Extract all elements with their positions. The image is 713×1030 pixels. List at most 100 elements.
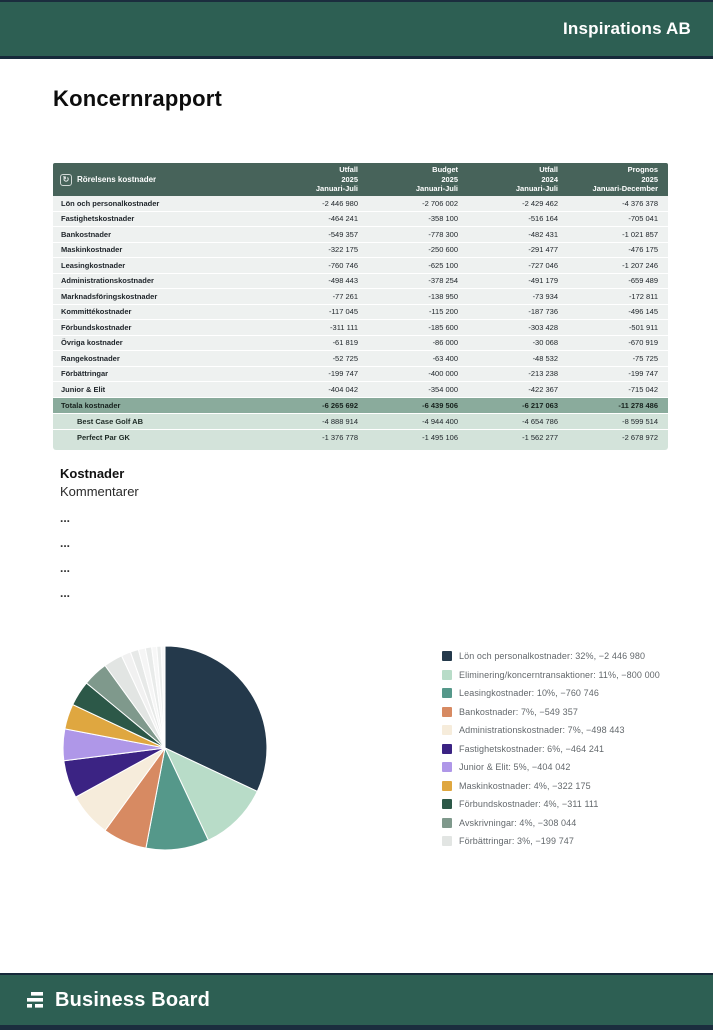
row-label: Förbättringar	[61, 369, 109, 379]
row-value: -115 200	[428, 307, 458, 317]
pie-slice	[164, 645, 268, 793]
table-row: Leasingkostnader -760 746 -625 100 -727 046…	[53, 258, 668, 274]
table-title: Rörelsens kostnader	[77, 175, 157, 184]
legend-item: Förbättringar: 3%, −199 747	[442, 836, 660, 846]
table-row: Kommittékostnader -117 045 -115 200 -187 73…	[53, 304, 668, 320]
table-header: ↻ Rörelsens kostnader Utfall 2025 Januari-…	[53, 163, 668, 196]
table-row: Övriga kostnader -61 819 -86 000 -30 068 -67…	[53, 335, 668, 351]
row-value: -6 439 506	[422, 400, 458, 410]
comment-line: ...	[60, 536, 71, 550]
legend-label: Lön och personalkostnader: 32%, −2 446 9…	[459, 651, 646, 661]
row-value: -491 179	[528, 276, 558, 286]
row-value: -117 045	[328, 307, 358, 317]
row-value: -378 254	[428, 276, 458, 286]
table-row: Bankostnader -549 357 -778 300 -482 431 -1 0…	[53, 227, 668, 243]
column-header: Budget 2025 Januari-Juli	[415, 164, 458, 194]
comment-lines: ............	[60, 512, 139, 599]
row-value: -498 443	[328, 276, 358, 286]
comments-heading: Kostnader	[60, 466, 125, 481]
row-value: -11 278 486	[618, 400, 658, 410]
row-value: -496 145	[628, 307, 658, 317]
row-value: -172 811	[628, 291, 658, 301]
table-row: Rangekostnader -52 725 -63 400 -48 532 -75 7…	[53, 351, 668, 367]
row-value: -322 175	[328, 245, 358, 255]
row-value: -727 046	[528, 260, 558, 270]
row-label: Marknadsföringskostnader	[61, 291, 158, 301]
row-value: -516 164	[528, 214, 558, 224]
row-value: -199 747	[328, 369, 358, 379]
legend-swatch	[442, 669, 452, 680]
refresh-icon[interactable]: ↻	[60, 173, 72, 186]
legend-item: Junior & Elit: 5%, −404 042	[442, 762, 660, 772]
legend-item: Leasingkostnader: 10%, −760 746	[442, 688, 660, 698]
row-label: Leasingkostnader	[61, 260, 126, 270]
row-value: -138 950	[428, 291, 458, 301]
row-value: -1 376 778	[322, 432, 358, 442]
page-title: Koncernrapport	[53, 86, 223, 111]
legend-swatch	[442, 780, 452, 791]
legend-label: Bankostnader: 7%, −549 357	[459, 706, 578, 717]
table-row: Maskinkostnader -322 175 -250 600 -291 477 -…	[53, 242, 668, 258]
table-row: Marknadsföringskostnader -77 261 -138 950 -…	[53, 289, 668, 305]
subsidiary-rows: Best Case Golf AB -4 888 914 -4 944 400 -4 …	[53, 413, 668, 450]
footer-brand: Business Board	[55, 988, 211, 1011]
legend-swatch	[442, 762, 452, 772]
row-value: -48 532	[532, 353, 558, 363]
legend-item: Eliminering/koncerntransaktioner: 11%, −…	[442, 669, 660, 680]
row-value: -760 746	[328, 260, 358, 270]
legend-item: Fastighetskostnader: 6%, −464 241	[442, 743, 660, 754]
legend-label: Avskrivningar: 4%, −308 044	[459, 817, 577, 828]
legend-label: Maskinkostnader: 4%, −322 175	[459, 780, 591, 791]
pie-chart	[62, 645, 268, 851]
row-value: -549 357	[328, 229, 358, 239]
row-value: -86 000	[432, 338, 458, 348]
row-value: -476 175	[628, 245, 658, 255]
pie-svg	[62, 645, 268, 851]
column-header: Utfall 2025 Januari-Juli	[315, 164, 358, 194]
legend-label: Förbundskostnader: 4%, −311 111	[459, 799, 599, 809]
legend-swatch	[442, 817, 452, 828]
row-value: -6 265 692	[322, 400, 358, 410]
legend-swatch	[442, 836, 452, 846]
table-row: Lön och personalkostnader -2 446 980 -2 70…	[53, 196, 668, 212]
comment-line: ...	[60, 586, 71, 600]
row-label: Rangekostnader	[61, 353, 120, 363]
footer-banner: Business Board	[0, 973, 713, 1030]
row-value: -77 261	[332, 291, 358, 301]
row-value: -482 431	[528, 229, 558, 239]
comments-subheading: Kommentarer	[60, 484, 139, 499]
row-value: -404 042	[328, 384, 358, 394]
pie-slice	[163, 746, 258, 841]
row-value: -187 736	[528, 307, 558, 317]
row-value: -464 241	[328, 214, 358, 224]
row-value: -61 819	[332, 338, 358, 348]
row-value: -303 428	[528, 322, 558, 332]
legend-label: Fastighetskostnader: 6%, −464 241	[459, 743, 605, 754]
row-value: -75 725	[632, 353, 658, 363]
table-row: Administrationskostnader -498 443 -378 254…	[53, 273, 668, 289]
row-value: -4 376 378	[622, 198, 658, 208]
table-total: Totala kostnader -6 265 692 -6 439 506 -6 2…	[53, 397, 668, 414]
legend-item: Maskinkostnader: 4%, −322 175	[442, 780, 660, 791]
row-label: Fastighetskostnader	[61, 214, 135, 224]
row-label: Övriga kostnader	[61, 338, 123, 348]
row-label: Administrationskostnader	[61, 276, 154, 286]
row-value: -63 400	[432, 353, 458, 363]
row-label: Junior & Elit	[61, 384, 106, 394]
chart-legend: Lön och personalkostnader: 32%, −2 446 9…	[442, 651, 660, 855]
row-value: -778 300	[428, 229, 458, 239]
subsidiary-row-label: Best Case Golf AB	[77, 416, 143, 426]
row-value: -4 654 786	[522, 416, 558, 426]
legend-item: Lön och personalkostnader: 32%, −2 446 9…	[442, 651, 660, 661]
table-body: Lön och personalkostnader -2 446 980 -2 70…	[53, 196, 668, 398]
legend-swatch	[442, 706, 452, 717]
row-value: -501 911	[628, 322, 658, 332]
business-board-logo	[27, 992, 43, 1008]
comment-line: ...	[60, 511, 71, 525]
row-value: -715 042	[628, 384, 658, 394]
row-value: -73 934	[532, 291, 558, 301]
row-value: -422 367	[528, 384, 558, 394]
legend-label: Eliminering/koncerntransaktioner: 11%, −…	[459, 669, 660, 680]
comment-line: ...	[60, 561, 71, 575]
legend-item: Förbundskostnader: 4%, −311 111	[442, 799, 660, 809]
